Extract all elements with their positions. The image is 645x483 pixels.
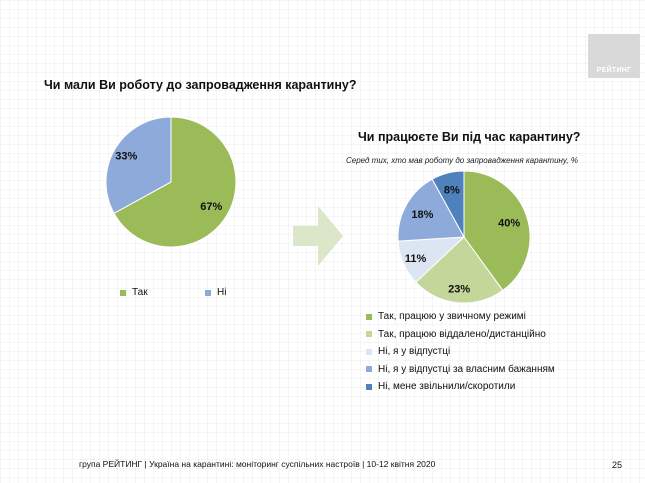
chart1-title: Чи мали Ви роботу до запровадження каран… [44,78,357,92]
legend-swatch [366,313,372,320]
page-number: 25 [612,460,623,470]
legend-label: Так, працюю віддалено/дистанційно [378,328,546,340]
legend-label: Так, працюю у звичному режимі [378,311,526,323]
arrow-right-icon [293,206,343,266]
pie-slice [415,236,504,304]
legend-label: Ні, я у відпустці за власним бажанням [378,363,555,375]
slice-label: 40% [498,217,520,229]
pie-slice [431,170,465,238]
chart2-title: Чи працюєте Ви під час карантину? [358,130,581,144]
legend-swatch [205,289,211,296]
slice-label: 67% [200,201,222,213]
rating-logo: РЕЙТИНГ [588,34,640,78]
slice-label: 11% [405,253,427,265]
logo-text: РЕЙТИНГ [596,67,632,74]
slice-label: 8% [444,185,460,197]
pie-chart-2: 40% 23% 11% 18% 8% [397,170,531,304]
legend1-item-tak: Так [120,287,148,298]
slice-label: 18% [411,209,433,221]
pie-chart-1: 67% 33% [105,116,237,248]
legend-swatch [366,383,372,390]
legend2: Так, працюю у звичному режимі Так, працю… [366,308,555,396]
legend2-item-2: Ні, я у відпустці [366,343,555,361]
pie-slice [463,170,531,292]
legend2-item-1: Так, працюю віддалено/дистанційно [366,326,555,344]
pie-slice [105,116,172,214]
slice-label: 33% [115,151,137,163]
footer-text: група РЕЙТИНГ | Україна на карантині: мо… [79,459,436,469]
legend2-item-3: Ні, я у відпустці за власним бажанням [366,361,555,379]
pie-slice [397,178,465,242]
chart2-subtitle: Серед тих, хто мав роботу до запроваджен… [346,156,578,165]
legend2-item-4: Ні, мене звільнили/скоротили [366,378,555,396]
legend-swatch [366,348,372,355]
legend-label: Так [132,287,148,298]
pie-slice [113,116,237,248]
legend-swatch [366,331,372,338]
legend-swatch [120,289,126,296]
slice-label: 23% [448,283,470,295]
legend2-item-0: Так, працюю у звичному режимі [366,308,555,326]
legend1-item-ni: Ні [205,287,226,298]
legend-label: Ні, я у відпустці [378,346,451,358]
legend-label: Ні, мене звільнили/скоротили [378,381,516,393]
legend-swatch [366,366,372,373]
legend-label: Ні [217,287,227,298]
